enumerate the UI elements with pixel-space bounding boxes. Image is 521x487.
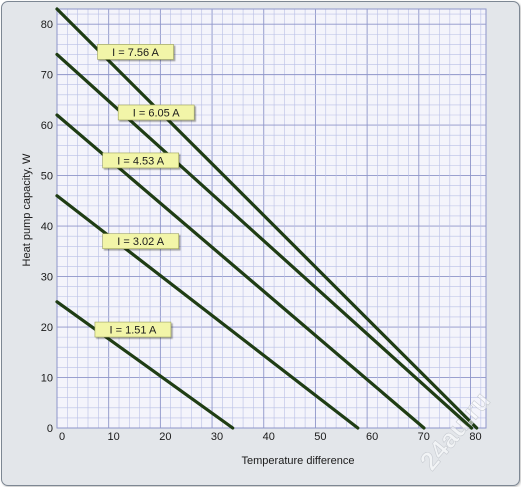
tick-labels: 0 10 20 30 40 50 60 70 80 0 10 20 30 40 50 60 70 80 xyxy=(41,19,482,443)
x-tick-label: 20 xyxy=(159,431,171,443)
y-tick-label: 0 xyxy=(47,423,53,435)
series-label-text: I = 3.02 A xyxy=(117,236,164,248)
series-label-text: I = 7.56 A xyxy=(112,47,159,59)
x-tick-label: 10 xyxy=(108,431,120,443)
series-label: I = 6.05 A xyxy=(117,104,195,121)
series-label: I = 3.02 A xyxy=(102,233,179,250)
series-label-box xyxy=(97,44,174,60)
series-line xyxy=(55,7,479,430)
y-axis-label: Heat pump capacity, W xyxy=(21,153,33,267)
series-label: I = 1.51 A xyxy=(94,321,172,338)
series-line xyxy=(55,300,235,430)
x-tick-label: 40 xyxy=(263,431,275,443)
series-label-text: I = 4.53 A xyxy=(117,155,164,167)
series-label-box xyxy=(94,321,172,338)
y-tick-label: 50 xyxy=(41,171,53,183)
x-tick-label: 50 xyxy=(314,431,326,443)
x-tick-label: 0 xyxy=(59,431,65,443)
series-label-text: I = 1.51 A xyxy=(110,325,157,337)
x-tick-label: 30 xyxy=(211,431,223,443)
y-tick-label: 30 xyxy=(41,272,53,284)
y-tick-label: 10 xyxy=(41,373,53,385)
x-axis-label: Temperature difference xyxy=(242,455,355,467)
y-tick-label: 80 xyxy=(41,19,53,31)
plot-border xyxy=(56,8,487,429)
series-label-box xyxy=(102,152,179,169)
series-labels: I = 7.56 A I = 6.05 A I = 4.53 A I = 3.02 A… xyxy=(94,44,195,338)
series-label-box xyxy=(117,104,195,121)
x-tick-label: 60 xyxy=(366,431,378,443)
x-tick-label: 70 xyxy=(418,431,430,443)
series-label-box xyxy=(102,233,179,250)
series-label: I = 4.53 A xyxy=(102,152,179,169)
series-label-text: I = 6.05 A xyxy=(133,107,180,119)
x-tick-label: 80 xyxy=(469,431,481,443)
series-label: I = 7.56 A xyxy=(97,44,174,60)
y-tick-label: 70 xyxy=(41,70,53,82)
y-tick-label: 20 xyxy=(41,322,53,334)
y-tick-label: 60 xyxy=(41,120,53,132)
y-tick-label: 40 xyxy=(41,221,53,233)
